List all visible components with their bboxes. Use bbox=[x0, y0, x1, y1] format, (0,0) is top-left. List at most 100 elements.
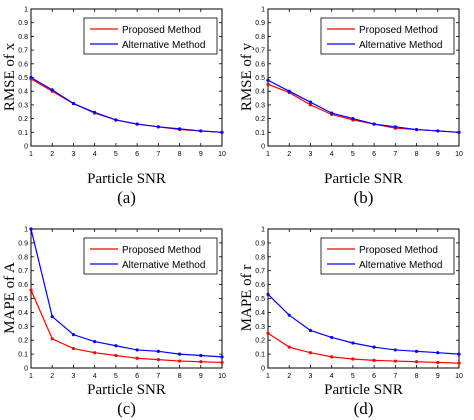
data-point-alternative bbox=[436, 351, 440, 355]
chart-panel-2: 1 2 3 4 5 6 7 8 9 10 0 0.1 0.2 0.3 0.4 0.5 0.6 0.7 0.8 0.9 1… bbox=[239, 7, 463, 208]
x-tick-label: 9 bbox=[436, 151, 440, 158]
data-point-alternative bbox=[393, 348, 397, 352]
data-point-alternative bbox=[199, 353, 203, 358]
series-line-proposed bbox=[30, 289, 223, 364]
x-tick-label: 8 bbox=[415, 151, 419, 158]
legend-box bbox=[83, 17, 218, 55]
series-line-proposed bbox=[267, 332, 460, 364]
y-axis-label: RMSE of y bbox=[239, 42, 255, 111]
y-tick-label: 0.7 bbox=[18, 268, 28, 275]
x-tick-label: 9 bbox=[436, 373, 440, 380]
data-point-proposed bbox=[220, 360, 224, 365]
data-point-alternative bbox=[220, 130, 224, 134]
y-tick-label: 0.3 bbox=[18, 324, 28, 331]
x-tick-label: 8 bbox=[415, 373, 419, 380]
legend: Proposed Method Alternative Method bbox=[320, 237, 455, 275]
legend: Proposed Method Alternative Method bbox=[83, 17, 218, 55]
x-tick-label: 2 bbox=[287, 151, 291, 158]
data-point-alternative bbox=[372, 122, 376, 126]
x-tick-label: 10 bbox=[455, 373, 463, 380]
data-point-alternative bbox=[135, 122, 139, 126]
data-point-proposed bbox=[114, 353, 118, 358]
data-point-alternative bbox=[393, 125, 397, 129]
legend-box bbox=[83, 237, 218, 275]
x-tick-label: 9 bbox=[199, 373, 203, 380]
chart-panel-4: 1 2 3 4 5 6 7 8 9 10 0 0.1 0.2 0.3 0.4 0.5 0.6 0.7 0.8 0.9 1… bbox=[239, 227, 463, 419]
data-point-alternative bbox=[29, 75, 33, 80]
legend-label: Proposed Method bbox=[122, 245, 201, 256]
y-tick-label: 0 bbox=[24, 144, 28, 151]
data-point-proposed bbox=[308, 351, 313, 355]
y-tick-label: 1 bbox=[24, 227, 28, 234]
y-tick-label: 1 bbox=[24, 7, 28, 14]
data-point-alternative bbox=[156, 125, 160, 129]
data-point-proposed bbox=[287, 345, 291, 349]
y-tick-label: 0.1 bbox=[18, 130, 28, 137]
legend-label: Alternative Method bbox=[359, 260, 442, 271]
data-point-alternative bbox=[266, 292, 270, 296]
x-tick-label: 9 bbox=[199, 151, 203, 158]
x-axis-label: Particle SNR bbox=[324, 382, 403, 398]
data-point-alternative bbox=[71, 101, 76, 106]
y-tick-label: 0.6 bbox=[255, 282, 265, 289]
x-tick-label: 6 bbox=[135, 151, 139, 158]
y-tick-label: 0.6 bbox=[255, 61, 265, 68]
x-tick-label: 2 bbox=[50, 151, 54, 158]
legend-label: Alternative Method bbox=[122, 260, 205, 271]
x-tick-label: 10 bbox=[218, 151, 226, 158]
y-tick-label: 0.2 bbox=[18, 338, 28, 345]
y-tick-label: 0.4 bbox=[255, 310, 265, 317]
panel-caption: (b) bbox=[354, 188, 374, 207]
data-point-proposed bbox=[93, 351, 97, 355]
y-tick-label: 0.3 bbox=[255, 102, 265, 109]
data-point-alternative bbox=[135, 348, 139, 352]
data-point-alternative bbox=[114, 344, 118, 348]
x-tick-label: 4 bbox=[330, 373, 334, 380]
data-point-proposed bbox=[414, 360, 419, 364]
data-point-alternative bbox=[436, 129, 440, 133]
legend: Proposed Method Alternative Method bbox=[320, 17, 455, 55]
data-point-alternative bbox=[50, 88, 54, 92]
data-point-alternative bbox=[330, 111, 334, 115]
x-tick-label: 6 bbox=[372, 373, 376, 380]
x-tick-label: 2 bbox=[50, 373, 54, 380]
x-tick-label: 5 bbox=[114, 151, 118, 158]
data-point-alternative bbox=[308, 100, 313, 104]
x-tick-label: 5 bbox=[351, 151, 355, 158]
data-point-alternative bbox=[177, 127, 182, 131]
x-tick-label: 8 bbox=[178, 151, 182, 158]
y-tick-label: 0.5 bbox=[255, 75, 265, 82]
y-tick-label: 0.2 bbox=[255, 116, 265, 123]
chart-panel-1: 1 2 3 4 5 6 7 8 9 10 0 0.1 0.2 0.3 0.4 0.5 0.6 0.7 0.8 0.9 1… bbox=[2, 7, 226, 208]
legend-label: Alternative Method bbox=[122, 40, 205, 51]
y-tick-label: 0.4 bbox=[255, 89, 265, 96]
legend-label: Proposed Method bbox=[359, 245, 438, 256]
y-tick-label: 0.7 bbox=[18, 48, 28, 55]
data-point-proposed bbox=[266, 82, 270, 86]
y-tick-label: 0.3 bbox=[18, 102, 28, 109]
x-tick-label: 7 bbox=[156, 373, 160, 380]
y-tick-label: 0.9 bbox=[18, 20, 28, 27]
data-point-alternative bbox=[177, 352, 182, 356]
y-tick-label: 0.4 bbox=[18, 89, 28, 96]
chart-panel-3: 1 2 3 4 5 6 7 8 9 10 0 0.1 0.2 0.3 0.4 0.5 0.6 0.7 0.8 0.9 1… bbox=[2, 227, 226, 419]
data-point-alternative bbox=[114, 118, 118, 122]
y-tick-label: 0 bbox=[24, 366, 28, 373]
x-tick-label: 4 bbox=[330, 151, 334, 158]
y-tick-label: 0.8 bbox=[18, 34, 28, 41]
x-axis-label: Particle SNR bbox=[324, 171, 403, 187]
series-line-alternative bbox=[267, 293, 460, 355]
data-point-alternative bbox=[372, 345, 376, 349]
series-line-alternative bbox=[30, 76, 223, 133]
data-point-alternative bbox=[199, 129, 203, 133]
data-point-alternative bbox=[156, 349, 160, 353]
y-tick-label: 0 bbox=[261, 144, 265, 151]
x-tick-label: 3 bbox=[71, 373, 75, 380]
data-point-alternative bbox=[457, 130, 461, 134]
y-tick-label: 0.2 bbox=[18, 116, 28, 123]
x-tick-label: 3 bbox=[308, 373, 312, 380]
y-tick-label: 0.1 bbox=[255, 130, 265, 137]
data-point-alternative bbox=[71, 333, 76, 337]
legend-label: Proposed Method bbox=[359, 25, 438, 36]
